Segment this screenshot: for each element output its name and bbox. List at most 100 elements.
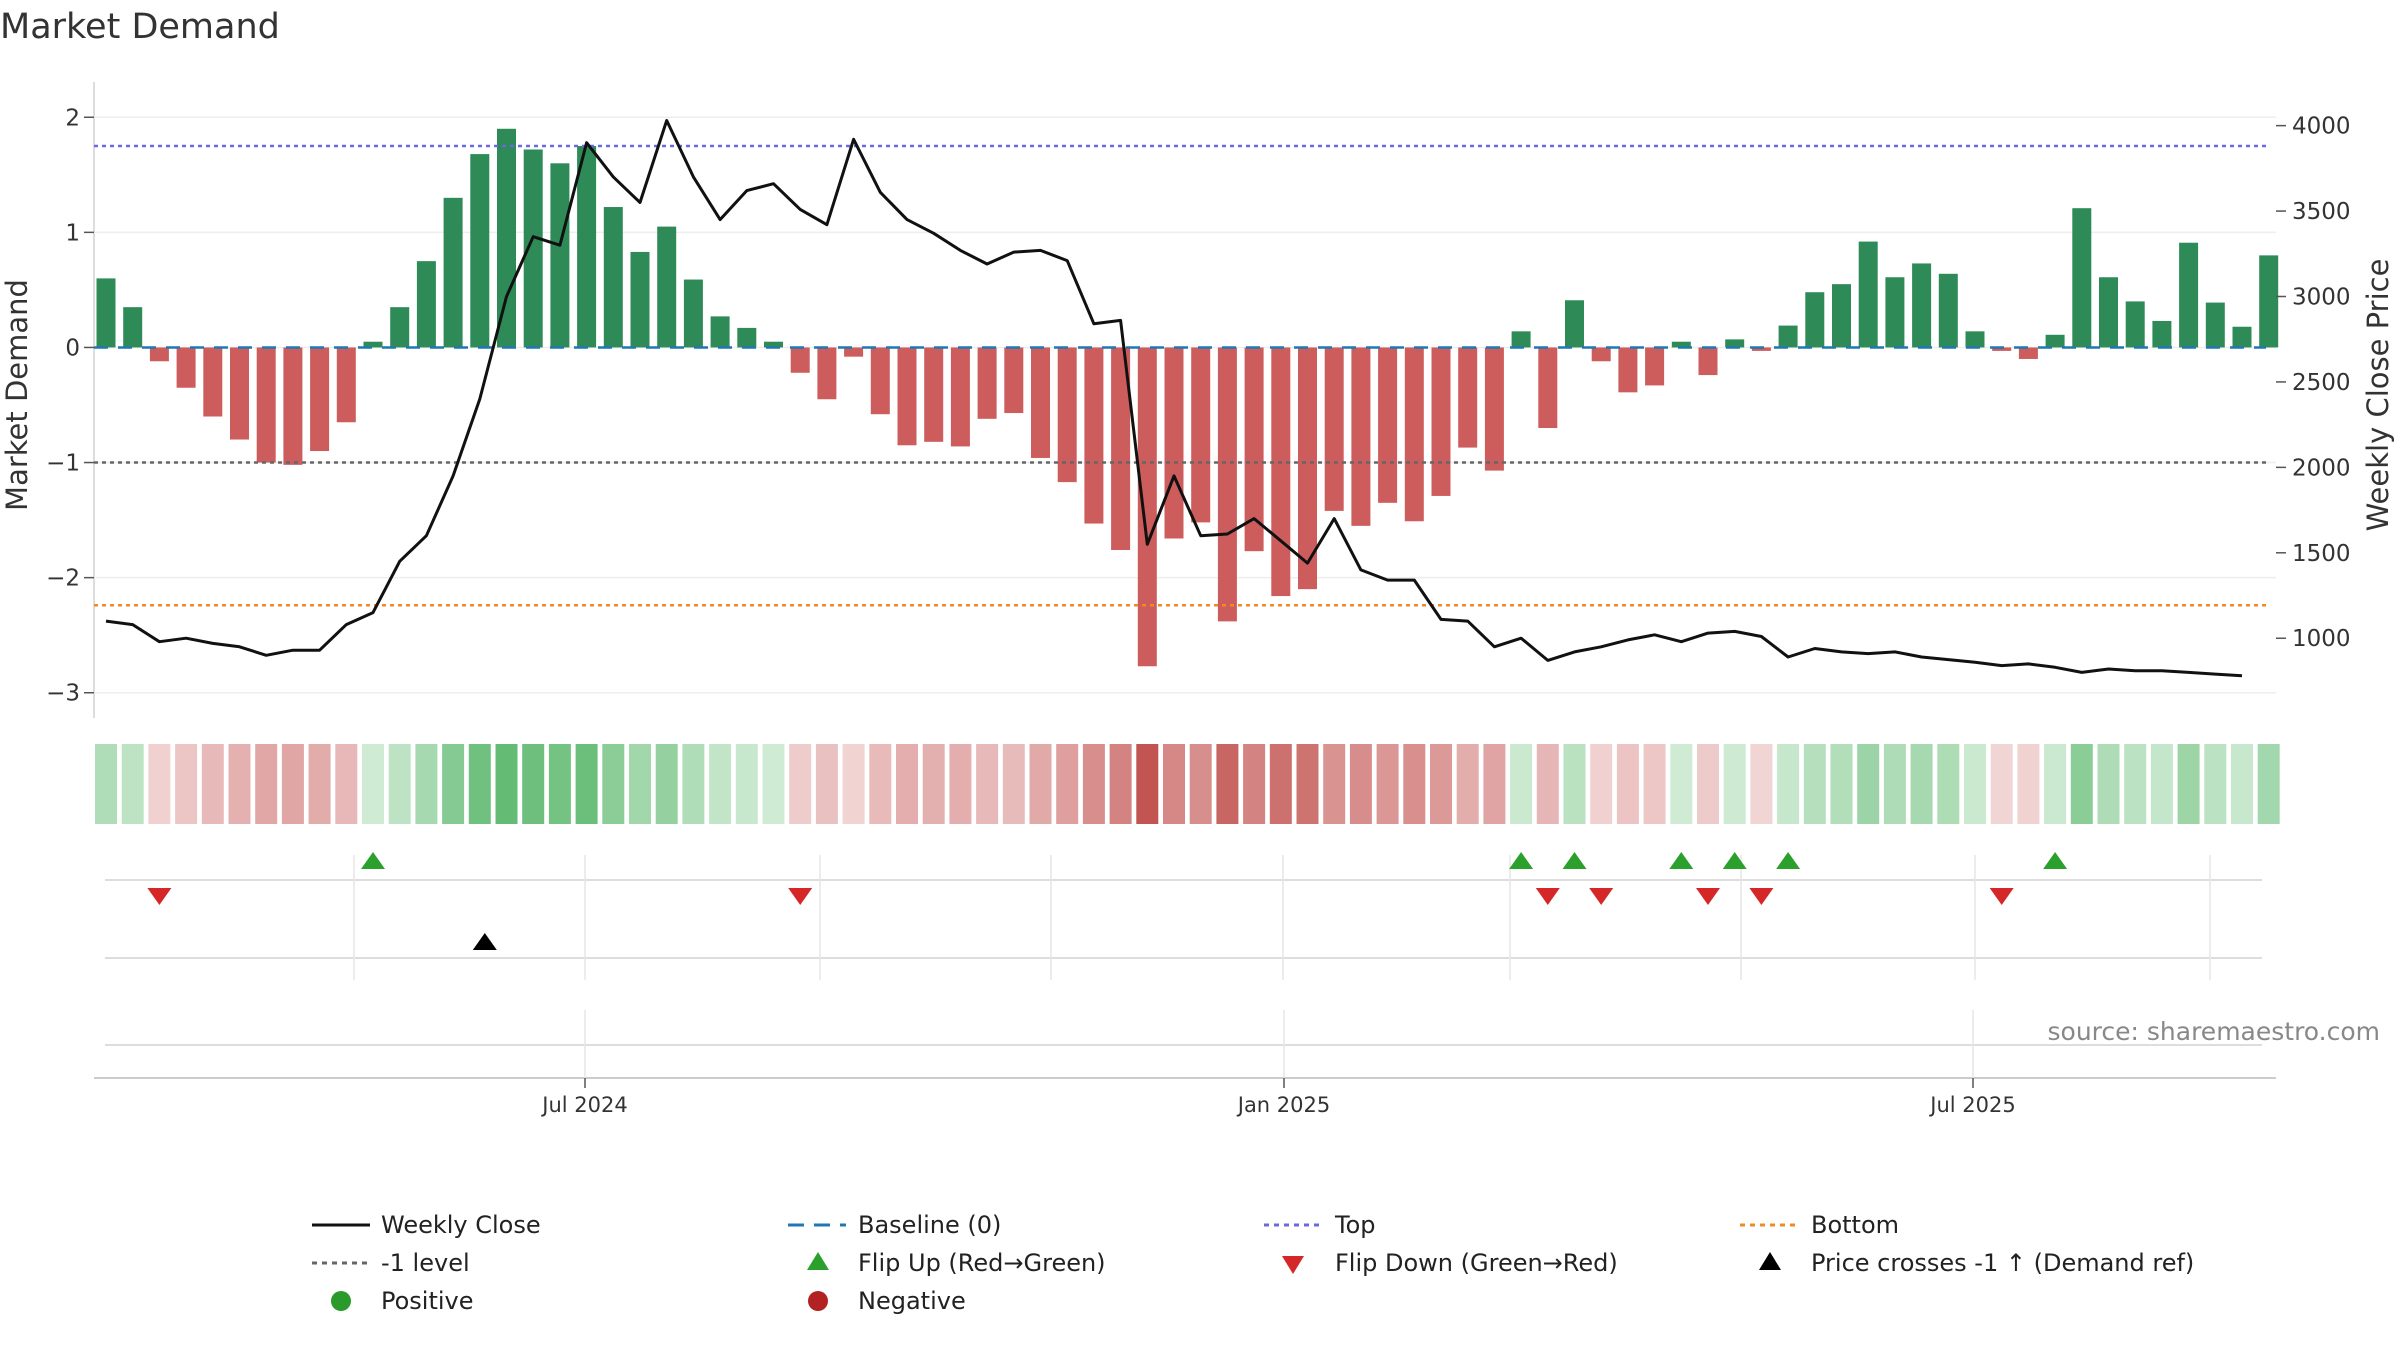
demand-bar-47 bbox=[1351, 347, 1371, 526]
demand-bar-71 bbox=[1992, 347, 2012, 351]
heat-cell-17 bbox=[548, 744, 571, 824]
demand-bar-9 bbox=[336, 347, 356, 423]
legend-baseline: Baseline (0) bbox=[788, 1211, 1001, 1239]
heat-cell-11 bbox=[388, 744, 411, 824]
demand-bar-43 bbox=[1244, 347, 1264, 552]
heat-cell-40 bbox=[1163, 744, 1185, 824]
heat-cell-51 bbox=[1456, 744, 1479, 824]
demand-bar-14 bbox=[470, 154, 490, 348]
demand-bar-2 bbox=[149, 347, 169, 362]
heat-cell-24 bbox=[735, 744, 758, 824]
y2-tick-label-1: 3500 bbox=[2292, 199, 2351, 225]
heat-cell-38 bbox=[1109, 744, 1132, 824]
x-tick-label-2: Jul 2025 bbox=[1928, 1093, 2015, 1117]
demand-bar-68 bbox=[1912, 263, 1932, 348]
demand-bar-3 bbox=[176, 347, 196, 388]
svg-text:Baseline (0): Baseline (0) bbox=[858, 1211, 1001, 1239]
heat-cell-61 bbox=[1723, 744, 1746, 824]
flip-down-marker-5 bbox=[1749, 888, 1774, 905]
demand-bar-38 bbox=[1111, 347, 1131, 551]
heat-cell-41 bbox=[1189, 744, 1212, 824]
y-tick-label-0: 2 bbox=[65, 105, 80, 131]
y2-tick-label-6: 1000 bbox=[2292, 626, 2351, 652]
demand-bar-55 bbox=[1565, 300, 1584, 348]
demand-bar-15 bbox=[497, 128, 516, 348]
flip-up-marker-6 bbox=[2043, 852, 2068, 869]
heat-cell-42 bbox=[1216, 744, 1239, 824]
demand-bar-30 bbox=[897, 347, 917, 446]
demand-bar-51 bbox=[1458, 347, 1478, 448]
heat-cell-5 bbox=[228, 744, 251, 824]
svg-text:Positive: Positive bbox=[381, 1287, 474, 1315]
demand-bar-62 bbox=[1751, 347, 1771, 351]
demand-bar-60 bbox=[1698, 347, 1718, 376]
heat-cell-77 bbox=[2150, 744, 2173, 824]
heat-cell-47 bbox=[1349, 744, 1372, 824]
demand-bar-59 bbox=[1671, 341, 1691, 348]
heat-cell-19 bbox=[602, 744, 625, 824]
svg-text:Flip Down (Green→Red): Flip Down (Green→Red) bbox=[1335, 1249, 1618, 1277]
demand-bar-24 bbox=[737, 327, 757, 348]
heat-cell-32 bbox=[949, 744, 972, 824]
demand-bar-27 bbox=[817, 347, 837, 400]
demand-bar-42 bbox=[1217, 347, 1237, 622]
demand-bar-28 bbox=[844, 347, 864, 357]
y-axis-label: Market Demand bbox=[0, 279, 34, 511]
demand-bar-76 bbox=[2125, 301, 2145, 348]
x-tick-label-1: Jan 2025 bbox=[1236, 1093, 1331, 1117]
demand-bar-48 bbox=[1378, 347, 1398, 503]
demand-bar-19 bbox=[603, 207, 623, 348]
y-tick-label-5: −3 bbox=[46, 681, 80, 707]
demand-bar-33 bbox=[977, 347, 997, 419]
heat-cell-6 bbox=[255, 744, 278, 824]
demand-bar-80 bbox=[2232, 326, 2252, 348]
demand-bar-20 bbox=[630, 251, 650, 348]
y-tick-label-2: 0 bbox=[65, 335, 80, 361]
flip-up-marker-4 bbox=[1722, 852, 1747, 869]
heat-cell-14 bbox=[468, 744, 491, 824]
demand-bar-74 bbox=[2072, 208, 2092, 348]
event-vertical-grid bbox=[353, 855, 2211, 1078]
demand-bar-75 bbox=[2099, 277, 2118, 348]
flip-down-marker-6 bbox=[1989, 888, 2014, 905]
demand-bar-1 bbox=[123, 307, 143, 348]
heat-cell-4 bbox=[201, 744, 224, 824]
source-label: source: sharemaestro.com bbox=[2048, 1017, 2381, 1046]
demand-bar-13 bbox=[443, 197, 463, 348]
y2-tick-label-0: 4000 bbox=[2292, 114, 2351, 140]
demand-bar-45 bbox=[1298, 347, 1317, 590]
heat-cell-7 bbox=[281, 744, 304, 824]
heat-cell-56 bbox=[1590, 744, 1613, 824]
demand-bar-7 bbox=[283, 347, 303, 465]
heat-cell-20 bbox=[629, 744, 651, 824]
flip-down-marker-2 bbox=[1535, 888, 1560, 905]
heat-cell-70 bbox=[1964, 744, 1986, 824]
demand-heat-strip bbox=[95, 744, 2280, 824]
heat-cell-0 bbox=[95, 744, 117, 824]
demand-bar-46 bbox=[1324, 347, 1344, 511]
demand-bar-8 bbox=[310, 347, 330, 452]
heat-cell-3 bbox=[175, 744, 198, 824]
heat-cell-29 bbox=[869, 744, 892, 824]
flip-up-marker-3 bbox=[1669, 852, 1694, 869]
demand-bar-29 bbox=[870, 347, 890, 415]
legend: Weekly Close Baseline (0) Top Bottom -1 … bbox=[312, 1211, 2194, 1315]
heat-cell-59 bbox=[1670, 744, 1693, 824]
y2-tick-label-4: 2000 bbox=[2292, 455, 2351, 481]
demand-bar-73 bbox=[2045, 334, 2065, 348]
demand-bar-40 bbox=[1164, 347, 1184, 539]
heat-cell-39 bbox=[1136, 744, 1159, 824]
legend-flip-up: Flip Up (Red→Green) bbox=[807, 1249, 1106, 1277]
demand-bar-58 bbox=[1645, 347, 1665, 386]
demand-bar-77 bbox=[2152, 320, 2172, 348]
heat-cell-34 bbox=[1002, 744, 1025, 824]
heat-cell-44 bbox=[1269, 744, 1292, 824]
svg-text:Flip Up (Red→Green): Flip Up (Red→Green) bbox=[858, 1249, 1106, 1277]
heat-cell-10 bbox=[362, 744, 384, 824]
demand-bar-21 bbox=[657, 226, 677, 348]
demand-bar-10 bbox=[363, 341, 383, 348]
y-tick-label-1: 1 bbox=[65, 220, 80, 246]
event-markers bbox=[147, 852, 2068, 950]
heat-cell-75 bbox=[2097, 744, 2120, 824]
